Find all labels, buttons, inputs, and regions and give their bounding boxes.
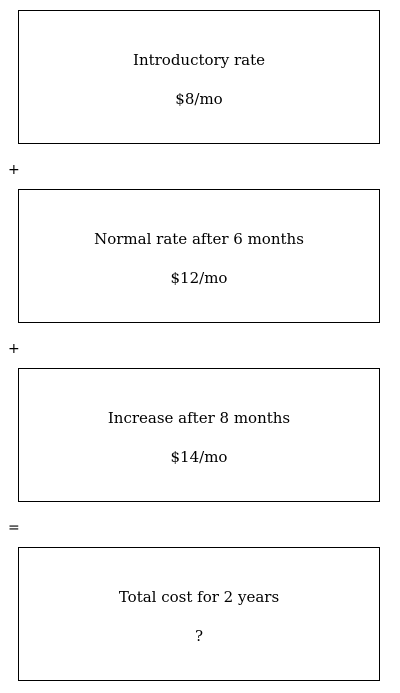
plus-operator: + bbox=[8, 341, 20, 357]
step-title: Introductory rate bbox=[133, 51, 265, 69]
step-title: Increase after 8 months bbox=[107, 409, 291, 427]
equals-operator: = bbox=[8, 520, 20, 536]
step-value: $12/mo bbox=[170, 269, 228, 287]
step-title: Normal rate after 6 months bbox=[94, 230, 304, 248]
step-box-normal-rate: Normal rate after 6 months $12/mo bbox=[18, 189, 380, 323]
step-title: Total cost for 2 years bbox=[118, 588, 280, 606]
plus-operator: + bbox=[8, 162, 20, 178]
step-value: $8/mo bbox=[175, 90, 223, 108]
step-value: $14/mo bbox=[170, 448, 228, 466]
step-box-increase: Increase after 8 months $14/mo bbox=[18, 368, 380, 502]
step-value: ? bbox=[194, 627, 204, 645]
step-box-total-cost: Total cost for 2 years ? bbox=[18, 547, 380, 681]
step-box-introductory-rate: Introductory rate $8/mo bbox=[18, 10, 380, 144]
